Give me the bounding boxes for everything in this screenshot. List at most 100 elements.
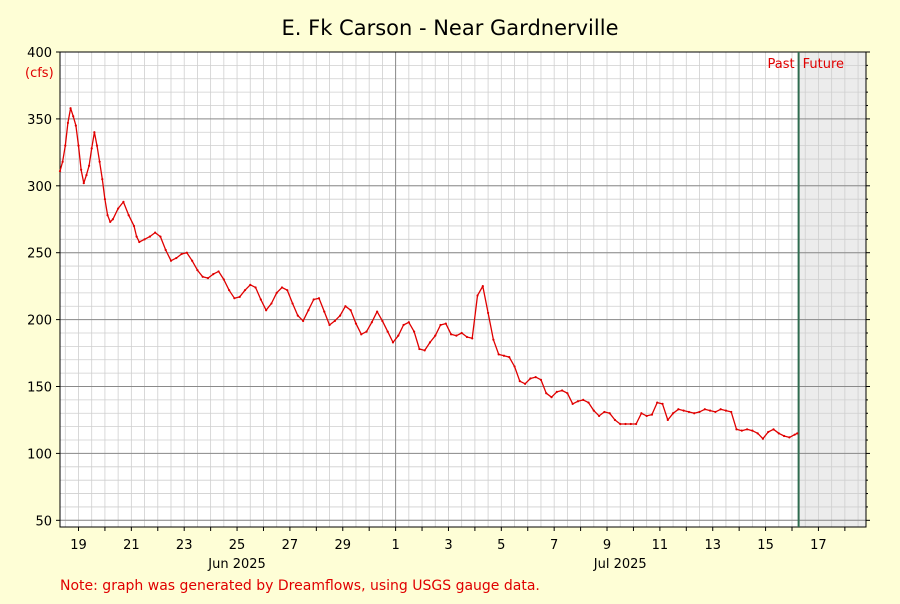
flow-data-point: [180, 252, 183, 256]
flow-data-point: [444, 322, 447, 325]
x-tick-label: 21: [123, 538, 140, 553]
flow-data-point: [191, 259, 194, 262]
flow-data-point: [661, 402, 664, 406]
flow-data-point: [381, 319, 384, 323]
flow-data-point: [386, 330, 389, 333]
flow-data-point: [259, 298, 262, 301]
flow-data-point: [98, 160, 101, 163]
flow-data-point: [634, 422, 638, 426]
future-region: [798, 52, 866, 527]
flow-data-point: [650, 413, 654, 416]
flow-data-point: [69, 107, 72, 110]
flow-data-point: [85, 173, 88, 177]
flow-data-point: [592, 409, 595, 412]
y-tick-label: 150: [27, 381, 52, 396]
flow-data-point: [106, 214, 109, 217]
flow-data-point: [212, 273, 215, 276]
flow-data-point: [767, 430, 770, 434]
flow-data-point: [629, 422, 632, 426]
x-tick-label: 11: [652, 538, 669, 553]
flow-data-point: [582, 398, 585, 401]
flow-data-point: [206, 277, 210, 280]
flow-data-point: [117, 207, 120, 210]
flow-data-point: [560, 389, 564, 392]
x-tick-label: 29: [334, 538, 351, 553]
flow-data-point: [545, 392, 548, 395]
flow-data-point: [72, 115, 75, 118]
flow-data-point: [238, 295, 241, 298]
flow-data-point: [640, 412, 643, 415]
x-tick-label: 19: [70, 538, 87, 553]
flow-data-point: [87, 164, 91, 167]
x-month-label: Jul 2025: [593, 557, 647, 572]
flow-data-point: [492, 338, 495, 341]
flow-data-point: [740, 429, 743, 432]
flow-data-point: [243, 289, 247, 292]
flow-data-point: [413, 330, 416, 333]
flow-data-point: [508, 355, 511, 359]
flow-data-point: [217, 270, 220, 273]
x-tick-label: 3: [444, 538, 452, 553]
flow-data-point: [465, 335, 469, 339]
flow-data-point: [93, 131, 96, 134]
flow-data-point: [391, 341, 395, 344]
flow-data-point: [376, 310, 379, 313]
flow-data-point: [138, 240, 141, 244]
flow-data-point: [428, 341, 432, 344]
x-tick-label: 25: [229, 538, 246, 553]
flow-data-point: [645, 414, 648, 418]
flow-data-point: [777, 432, 780, 435]
flow-data-point: [455, 334, 458, 337]
flow-data-point: [333, 319, 336, 323]
flow-data-point: [761, 437, 765, 440]
y-tick-label: 200: [27, 314, 52, 329]
y-unit-label: (cfs): [25, 66, 54, 81]
flow-data-point: [328, 323, 331, 327]
x-tick-label: 17: [810, 538, 827, 553]
flow-data-point: [708, 409, 712, 412]
flow-data-point: [571, 402, 574, 406]
flow-data-point: [280, 286, 284, 289]
flow-data-point: [587, 401, 590, 404]
future-label: Future: [803, 57, 844, 72]
flow-data-point: [196, 268, 199, 272]
flow-data-point: [148, 235, 151, 238]
flow-data-point: [135, 235, 138, 238]
flow-data-point: [608, 412, 611, 415]
flow-data-point: [703, 408, 706, 411]
flow-data-point: [265, 309, 268, 312]
flow-data-point: [756, 432, 759, 435]
flow-data-point: [782, 434, 786, 438]
flow-data-point: [360, 333, 363, 336]
flow-data-point: [539, 378, 543, 381]
flow-data-point: [677, 408, 680, 411]
flow-data-point: [450, 333, 453, 336]
flow-data-point: [423, 349, 426, 352]
x-tick-label: 27: [282, 538, 299, 553]
flow-data-point: [724, 409, 728, 412]
flow-data-point: [127, 214, 130, 217]
flow-data-point: [698, 410, 701, 414]
x-tick-label: 5: [497, 538, 505, 553]
flow-data-point: [502, 354, 506, 357]
flow-data-point: [109, 220, 112, 224]
flow-data-point: [64, 144, 67, 147]
y-tick-label: 400: [27, 46, 52, 61]
flow-data-point: [90, 147, 93, 150]
flow-data-point: [275, 291, 278, 294]
flow-data-point: [730, 410, 733, 414]
flow-data-point: [793, 433, 796, 436]
flow-data-point: [164, 248, 167, 252]
flow-data-point: [349, 309, 352, 312]
y-tick-label: 50: [35, 514, 52, 529]
flow-data-point: [407, 321, 410, 324]
flow-data-point: [788, 436, 791, 439]
flow-data-point: [354, 322, 358, 325]
x-month-label: Jun 2025: [207, 557, 266, 572]
flow-data-point: [111, 218, 114, 221]
x-tick-label: 9: [603, 538, 611, 553]
flow-data-point: [719, 408, 722, 411]
flow-data-point: [270, 302, 273, 305]
flow-data-point: [222, 278, 225, 281]
